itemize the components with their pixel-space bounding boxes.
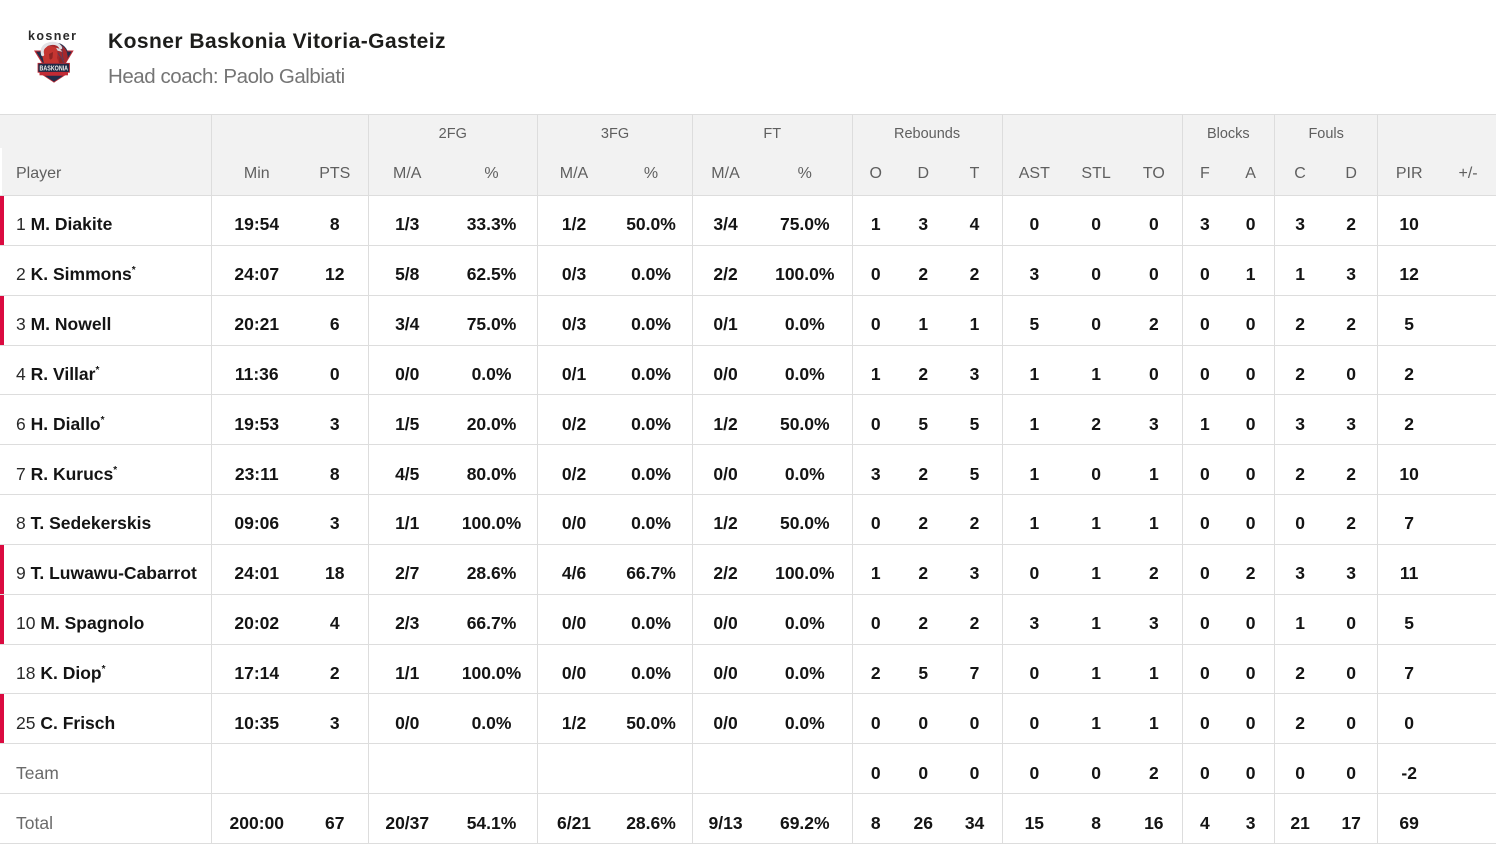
svg-text:BASKONIA: BASKONIA — [40, 63, 69, 72]
